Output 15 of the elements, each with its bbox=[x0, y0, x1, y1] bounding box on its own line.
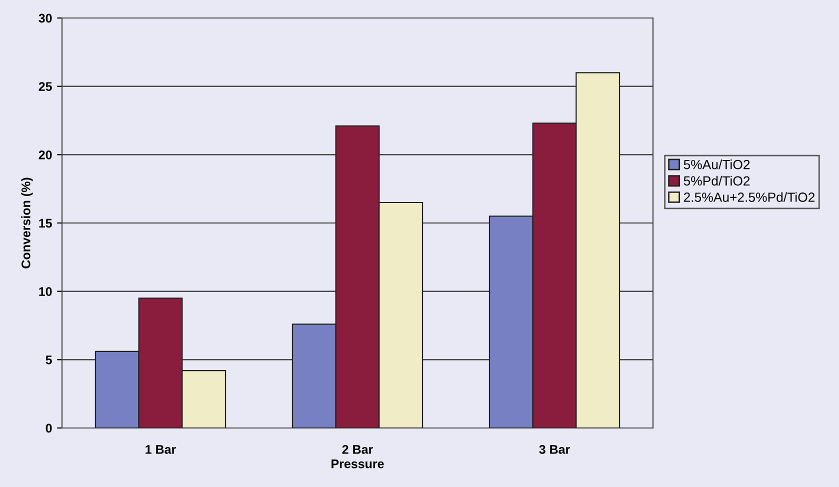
y-tick-label: 5 bbox=[46, 356, 52, 364]
x-tick-label: 2 Bar bbox=[342, 444, 373, 454]
y-tick-label: 30 bbox=[38, 14, 52, 23]
legend-label: 5%Au/TiO2 bbox=[684, 160, 750, 170]
legend-label: 2.5%Au+2.5%Pd/TiO2 bbox=[684, 192, 815, 202]
y-tick-label: 25 bbox=[38, 82, 52, 91]
x-tick-label: 3 Bar bbox=[539, 444, 570, 454]
y-tick-label: 15 bbox=[39, 218, 52, 228]
x-tick-label: 1 Bar bbox=[146, 445, 176, 454]
x-axis-title: Pressure bbox=[332, 460, 384, 468]
y-axis-title: Conversion (%) bbox=[21, 178, 33, 268]
legend-label: 5%Pd/TiO2 bbox=[684, 176, 750, 186]
y-tick-label: 20 bbox=[38, 150, 52, 160]
y-tick-label: 10 bbox=[39, 287, 52, 296]
y-tick-label: 0 bbox=[46, 424, 52, 433]
